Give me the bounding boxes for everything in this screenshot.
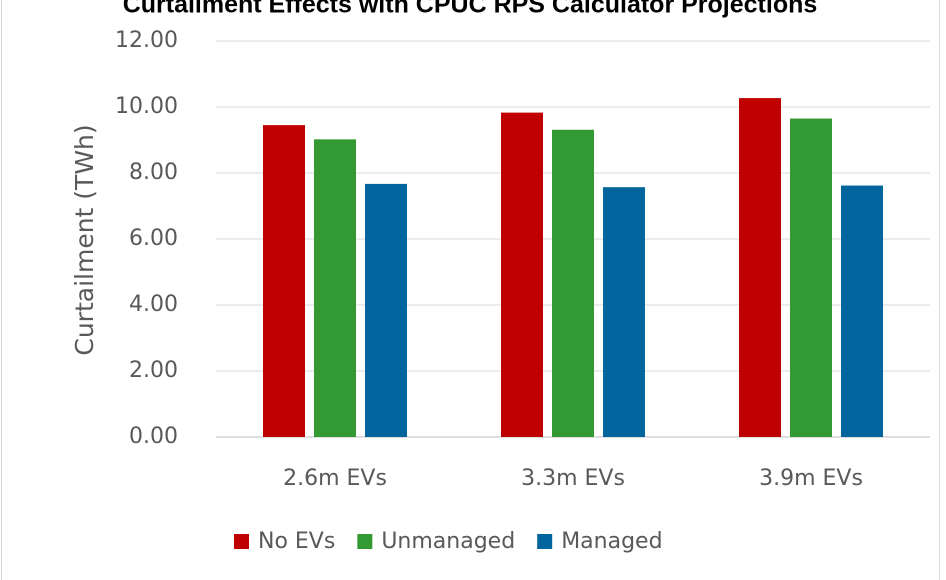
y-tick-label: 8.00: [129, 160, 178, 185]
y-tick-label: 6.00: [129, 226, 178, 251]
y-tick-label: 12.00: [115, 28, 178, 53]
x-tick-label: 3.9m EVs: [759, 466, 863, 491]
bar: [501, 112, 543, 438]
legend-label: Unmanaged: [381, 529, 515, 554]
chart-title: Curtailment Effects with CPUC RPS Calcul…: [123, 0, 818, 19]
x-tick-label: 3.3m EVs: [521, 466, 625, 491]
legend-label: No EVs: [258, 529, 335, 554]
y-axis-label: Curtailment (TWh): [70, 124, 99, 355]
bar: [552, 129, 594, 437]
bar: [263, 125, 305, 438]
legend-label: Managed: [561, 529, 662, 554]
y-tick-label: 4.00: [129, 292, 178, 317]
y-tick-label: 0.00: [129, 424, 178, 449]
bar: [314, 139, 356, 437]
bar: [603, 187, 645, 437]
bar: [841, 185, 883, 437]
legend-swatch: [537, 534, 553, 549]
bar: [790, 118, 832, 438]
x-tick-label: 2.6m EVs: [283, 466, 387, 491]
legend-swatch: [357, 534, 373, 549]
y-tick-label: 10.00: [115, 94, 178, 119]
y-tick-label: 2.00: [129, 358, 178, 383]
bar: [365, 183, 407, 437]
legend-swatch: [234, 534, 249, 549]
bar: [739, 98, 781, 437]
